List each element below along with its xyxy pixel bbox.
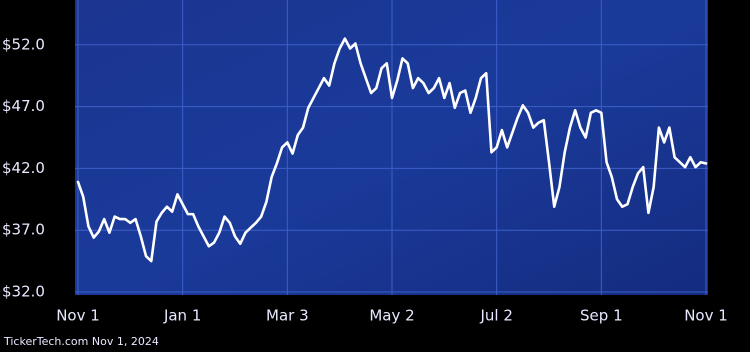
x-tick-label: Jul 2	[479, 307, 512, 325]
y-tick-label: $32.0	[2, 283, 45, 301]
x-tick-label: Jan 1	[163, 307, 201, 325]
y-tick-label: $52.0	[2, 35, 45, 53]
x-tick-label: Mar 3	[266, 307, 309, 325]
x-tick-label: Nov 1	[684, 307, 728, 325]
y-tick-label: $47.0	[2, 97, 45, 115]
footer: TickerTech.com Nov 1, 2024	[3, 335, 159, 348]
price-line	[76, 37, 708, 263]
y-tick-label: $37.0	[2, 221, 45, 239]
y-tick-label: $42.0	[2, 159, 45, 177]
x-tick-label: Nov 1	[56, 307, 100, 325]
x-tick-label: May 2	[369, 307, 414, 325]
x-tick-label: Sep 1	[580, 307, 623, 325]
